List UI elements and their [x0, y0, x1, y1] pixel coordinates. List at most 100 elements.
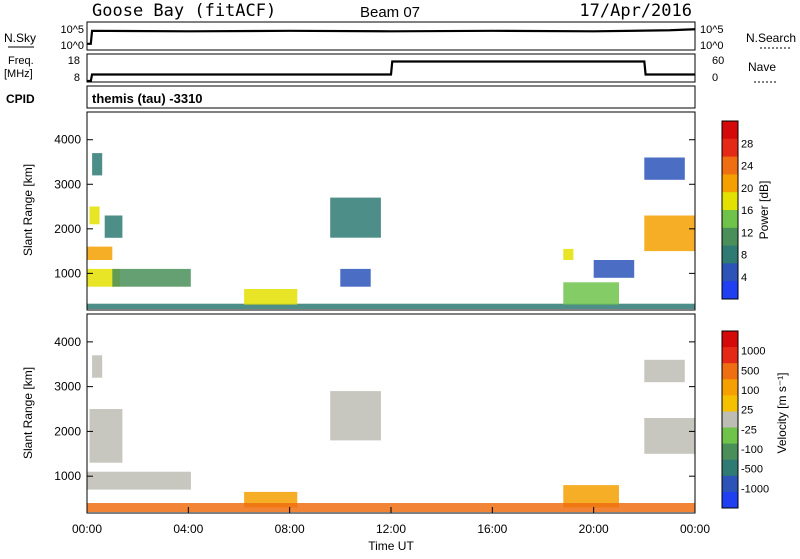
power-panel-frame — [86, 111, 696, 311]
power-colorbar: 28 24 20 16 12 8 4 — [721, 120, 753, 300]
colorbar-segment — [722, 411, 738, 429]
frequency-panel-frame — [86, 53, 696, 83]
scatter-region — [87, 268, 120, 287]
noise-right-label: N.Search — [746, 31, 796, 45]
colorbar-segment — [722, 245, 738, 264]
colorbar-segment — [722, 363, 738, 380]
colorbar-frame — [721, 330, 739, 509]
noise-left-tick-bottom: 10^0 — [60, 40, 84, 52]
velocity-ylabel: Slant Range [km] — [21, 367, 35, 459]
noise-right-tick-top: 10^5 — [700, 24, 724, 36]
y-tick-label: 1000 — [54, 266, 81, 280]
velocity-yticks: 1000 2000 3000 4000 — [54, 335, 695, 483]
y-tick-label: 1000 — [54, 469, 81, 483]
power-plot-area — [87, 153, 695, 309]
colorbar-tick-label: 28 — [741, 138, 753, 150]
colorbar-segment — [722, 156, 738, 175]
velocity-colorbar-label: Velocity [m s⁻¹] — [775, 372, 789, 453]
scatter-region — [593, 260, 635, 278]
time-axis-ticks: 00:00 04:00 08:00 12:00 16:00 20:00 00:00 — [72, 507, 710, 536]
freq-right-tick-top: 60 — [712, 55, 724, 67]
colorbar-tick-label: 20 — [741, 183, 753, 195]
scatter-region — [112, 268, 191, 287]
noise-line — [87, 28, 696, 45]
noise-series — [87, 28, 696, 45]
freq-left-tick-top: 18 — [68, 55, 80, 67]
colorbar-segment — [722, 395, 738, 412]
x-tick-label: 20:00 — [579, 522, 609, 536]
scatter-region — [340, 268, 371, 287]
colorbar-tick-label: 1000 — [741, 346, 765, 358]
y-tick-label: 3000 — [54, 177, 81, 191]
frequency-panel: Freq. [MHz] 18 8 60 0 Nave — [4, 53, 776, 84]
colorbar-tick-label: -1000 — [741, 483, 769, 495]
noise-panel: N.Sky 10^5 10^0 10^5 10^0 N.Search — [4, 21, 796, 52]
colorbar-segment — [722, 227, 738, 247]
x-tick-label: 00:00 — [680, 522, 710, 536]
colorbar-tick-label: 500 — [741, 365, 759, 377]
beam-title: Beam 07 — [360, 4, 420, 21]
cpid-text: themis (tau) -3310 — [92, 91, 203, 106]
colorbar-segment — [722, 331, 738, 348]
scatter-region — [563, 485, 619, 508]
power-colorbar-label: Power [dB] — [757, 181, 771, 240]
nave-label: Nave — [748, 60, 776, 74]
colorbar-segment — [722, 475, 738, 493]
colorbar-frame — [721, 120, 739, 300]
station-title: Goose Bay (fitACF) — [92, 1, 276, 21]
scatter-region — [563, 282, 619, 305]
x-tick-label: 00:00 — [72, 522, 102, 536]
noise-right-tick-bottom: 10^0 — [700, 40, 724, 52]
colorbar-tick-label: 12 — [741, 227, 753, 239]
colorbar-tick-label: 8 — [741, 250, 747, 262]
scatter-region — [563, 248, 574, 260]
scatter-region — [92, 153, 103, 176]
freq-left-unit: [MHz] — [4, 68, 33, 80]
frequency-series — [87, 60, 695, 83]
scatter-region — [244, 289, 298, 305]
colorbar-segment — [722, 379, 738, 396]
noise-panel-frame — [86, 21, 696, 51]
colorbar-tick-label: 25 — [741, 405, 753, 417]
colorbar-segment — [722, 210, 738, 229]
y-tick-label: 2000 — [54, 222, 81, 236]
colorbar-segment — [722, 192, 738, 211]
colorbar-segment — [722, 174, 738, 193]
y-tick-label: 2000 — [54, 424, 81, 438]
power-yticks: 1000 2000 3000 4000 — [54, 133, 695, 280]
scatter-region — [87, 471, 191, 490]
y-tick-label: 4000 — [54, 335, 81, 349]
power-panel: Slant Range [km] 1000 2000 3000 4000 28 24 20… — [21, 111, 771, 311]
velocity-plot-area — [87, 355, 695, 512]
scatter-region — [89, 409, 123, 463]
colorbar-segment — [722, 491, 738, 509]
scatter-region — [644, 215, 695, 252]
colorbar-segment — [722, 443, 738, 461]
colorbar-segment — [722, 459, 738, 477]
colorbar-segment — [722, 263, 738, 282]
x-tick-label: 04:00 — [173, 522, 203, 536]
scatter-region — [87, 303, 695, 309]
x-tick-label: 12:00 — [376, 522, 406, 536]
x-tick-label: 08:00 — [275, 522, 305, 536]
noise-left-label: N.Sky — [4, 31, 36, 45]
cpid-panel: CPID themis (tau) -3310 — [6, 85, 696, 109]
colorbar-segment — [722, 138, 738, 158]
colorbar-segment — [722, 427, 738, 445]
colorbar-tick-label: 16 — [741, 205, 753, 217]
scatter-region — [92, 355, 103, 378]
noise-left-tick-top: 10^5 — [60, 24, 84, 36]
freq-left-tick-bottom: 8 — [74, 72, 80, 84]
scatter-region — [104, 215, 123, 238]
scatter-region — [330, 197, 381, 238]
velocity-colorbar: 1000 500 100 25 -25 -100 -500 -1000 — [721, 330, 769, 509]
freq-left-label: Freq. — [8, 55, 34, 67]
colorbar-tick-label: -25 — [741, 424, 757, 436]
frequency-line — [87, 60, 695, 83]
cpid-label: CPID — [6, 92, 35, 106]
scatter-region — [644, 157, 685, 180]
colorbar-tick-label: 100 — [741, 385, 759, 397]
colorbar-segment — [722, 347, 738, 364]
freq-right-tick-bottom: 0 — [712, 72, 718, 84]
